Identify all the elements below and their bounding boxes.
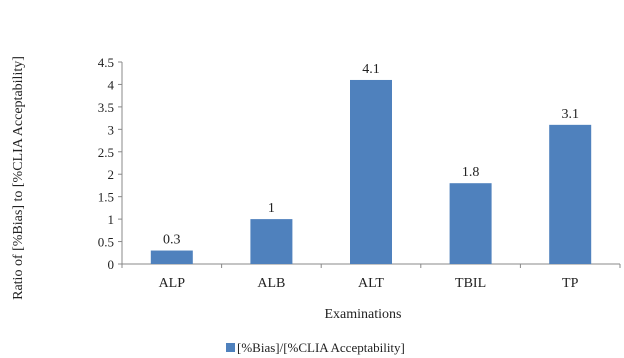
data-label-alp: 0.3 (163, 233, 181, 248)
bar-alb (250, 219, 293, 264)
legend-swatch (226, 343, 235, 352)
x-tick-label-tbil: TBIL (455, 276, 486, 291)
bar-alt (350, 79, 392, 264)
x-axis-label: Examinations (325, 307, 402, 322)
y-tick-label: 4 (108, 77, 115, 92)
y-tick-label: 3 (108, 122, 115, 137)
bar-alp (150, 250, 193, 264)
data-label-alb: 1 (268, 201, 275, 216)
legend-label: [%Bias]/[%CLIA Acceptability] (237, 340, 405, 355)
bar-tp (549, 124, 592, 264)
x-tick-label-tp: TP (562, 276, 579, 291)
x-tick-label-alb: ALB (257, 276, 285, 291)
data-label-alt: 4.1 (362, 62, 380, 77)
x-tick-label-alt: ALT (358, 276, 384, 291)
y-tick-label: 1 (108, 212, 115, 227)
data-label-tbil: 1.8 (462, 165, 480, 180)
y-tick-label: 4.5 (98, 55, 114, 70)
data-label-tp: 3.1 (561, 107, 579, 122)
x-tick-label-alp: ALP (159, 276, 186, 291)
bar-tbil (449, 183, 492, 264)
y-tick-label: 2 (108, 167, 115, 182)
y-tick-label: 1.5 (98, 190, 114, 205)
legend: [%Bias]/[%CLIA Acceptability] (226, 340, 405, 355)
y-tick-label: 0.5 (98, 235, 114, 250)
y-axis-ticks: 0 0.5 1 1.5 2 2.5 3 3.5 4 4.5 (98, 55, 122, 272)
x-axis-ticks: ALP ALB ALT TBIL TP (121, 264, 621, 291)
y-tick-label: 2.5 (98, 145, 114, 160)
y-tick-label: 3.5 (98, 100, 114, 115)
bars: 0.3 1 4.1 1.8 3.1 (150, 62, 592, 264)
y-tick-label: 0 (108, 257, 115, 272)
y-axis-label: Ratio of [%Bias] to [%CLIA Acceptability… (11, 56, 26, 300)
